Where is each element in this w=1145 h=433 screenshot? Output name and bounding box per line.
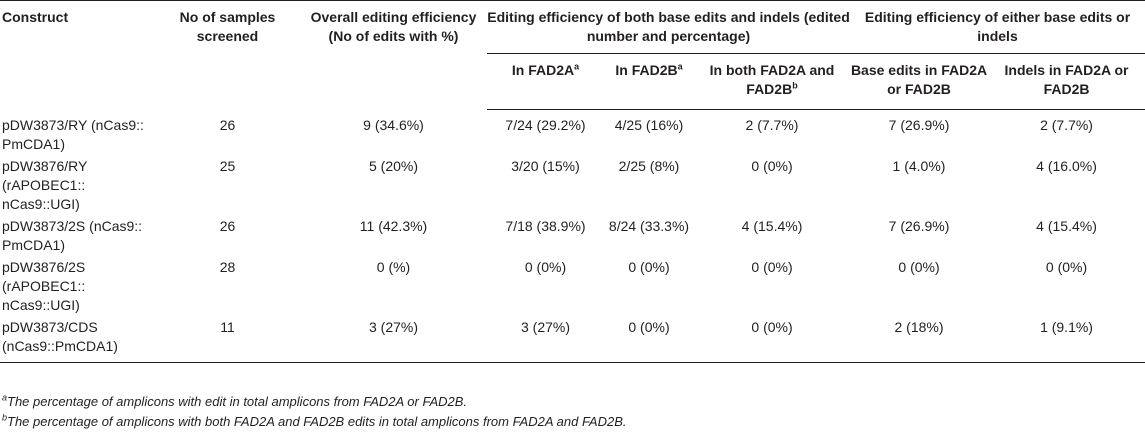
construct-cell: pDW3876/RY (rAPOBEC1:: nCas9::UGI) (2, 157, 88, 212)
samples-cell: 28 (219, 258, 236, 275)
samples-cell: 25 (219, 157, 236, 174)
indels-cell: 4 (16.0%) (1036, 157, 1097, 174)
header-group-both: Editing efficiency of both base edits an… (487, 0, 851, 54)
construct-cell: pDW3873/RY (nCas9:: PmCDA1) (2, 116, 144, 152)
samples-cell: 26 (219, 217, 236, 234)
fad2b-cell: 2/25 (8%) (618, 157, 680, 174)
header-base-edits: Base edits in FAD2A or FAD2B (850, 53, 989, 110)
both-cell: 0 (0%) (694, 317, 851, 363)
samples-cell: 11 (155, 317, 300, 363)
header-overall: Overall editing efficiency (No of edits … (300, 0, 487, 110)
fad2a-cell: 7/24 (29.2%) (505, 117, 586, 133)
fad2b-cell: 0 (0%) (628, 258, 670, 275)
fad2b-cell: 8/24 (33.3%) (608, 217, 690, 234)
overall-cell: 9 (34.6%) (363, 116, 424, 133)
header-in-both: In both FAD2A and FAD2Bb (694, 53, 851, 110)
overall-cell: 3 (27%) (300, 317, 487, 363)
base-edits-cell: 0 (0%) (898, 258, 940, 275)
table-row: pDW3876/2S (rAPOBEC1:: nCas9::UGI) 28 0 (%… (0, 258, 1145, 318)
footnote-b: bThe percentage of amplicons with both F… (2, 412, 627, 429)
table-row: pDW3873/CDS (nCas9::PmCDA1) 11 3 (27%) 3 … (0, 317, 1145, 363)
overall-cell: 0 (%) (376, 258, 411, 275)
table-row: pDW3876/RY (rAPOBEC1:: nCas9::UGI) 25 5 (2… (0, 157, 1145, 217)
base-edits-cell: 7 (26.9%) (888, 217, 950, 234)
header-group-either: Editing efficiency of either base edits … (850, 0, 1145, 54)
editing-efficiency-table: Construct No of samples screened Overall… (0, 0, 1145, 363)
both-cell: 0 (0%) (751, 258, 793, 275)
fad2a-cell: 7/18 (38.9%) (505, 217, 586, 234)
header-construct: Construct (0, 0, 155, 110)
table-row: pDW3873/2S (nCas9:: PmCDA1) 26 11 (42.3%)… (0, 217, 1145, 258)
footnote-a: aThe percentage of amplicons with edit i… (2, 392, 468, 409)
construct-cell: pDW3876/2S (rAPOBEC1:: nCas9::UGI) (2, 258, 86, 313)
overall-cell: 11 (42.3%) (359, 217, 428, 234)
header-samples: No of samples screened (155, 0, 300, 110)
base-edits-cell: 1 (4.0%) (892, 157, 946, 174)
header-indels: Indels in FAD2A or FAD2B (988, 53, 1145, 110)
indels-cell: 0 (0%) (1045, 258, 1088, 275)
indels-cell: 4 (15.4%) (1036, 217, 1097, 234)
construct-cell: pDW3873/CDS (nCas9::PmCDA1) (0, 317, 155, 363)
fad2a-cell: 3/20 (15%) (511, 157, 580, 174)
construct-cell: pDW3873/2S (nCas9:: PmCDA1) (2, 217, 143, 253)
overall-cell: 5 (20%) (368, 157, 419, 174)
samples-cell: 26 (219, 116, 236, 133)
fad2a-cell: 3 (27%) (487, 317, 604, 363)
table-row: pDW3873/RY (nCas9:: PmCDA1) 26 9 (34.6%) … (0, 110, 1145, 157)
both-cell: 2 (7.7%) (745, 117, 799, 133)
both-cell: 0 (0%) (751, 157, 793, 174)
indels-cell: 1 (9.1%) (988, 317, 1145, 363)
indels-cell: 2 (7.7%) (1040, 117, 1093, 133)
base-edits-cell: 2 (18%) (850, 317, 989, 363)
header-in-fad2a: In FAD2Aa (487, 53, 604, 110)
base-edits-cell: 7 (26.9%) (888, 117, 950, 133)
fad2b-cell: 0 (0%) (604, 317, 694, 363)
header-in-fad2b: In FAD2Ba (604, 53, 694, 110)
both-cell: 4 (15.4%) (741, 217, 803, 234)
fad2a-cell: 0 (0%) (524, 258, 567, 275)
fad2b-cell: 4/25 (16%) (614, 117, 684, 133)
